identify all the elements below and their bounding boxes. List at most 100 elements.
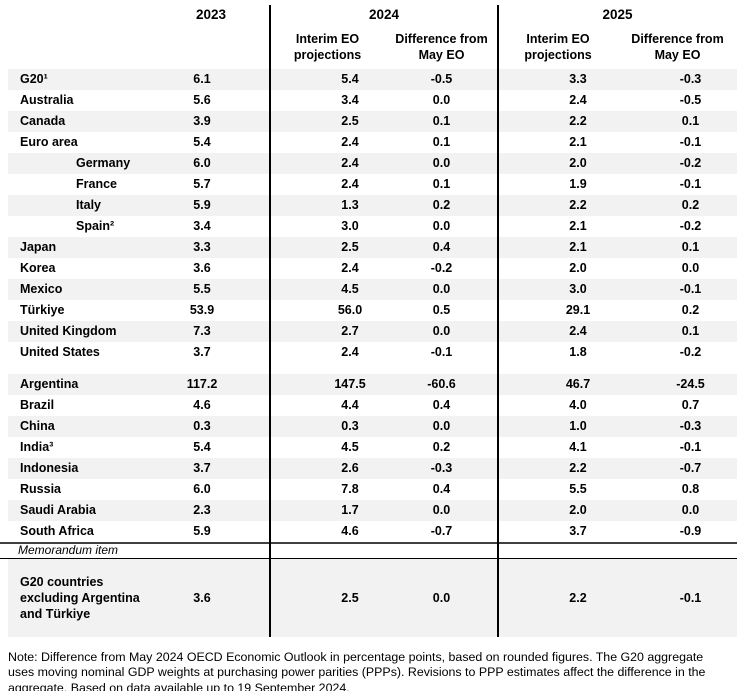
value-2023-cell: 3.6 [193, 591, 211, 605]
value-2024-projection-cell: 2.4 [341, 156, 359, 170]
value-2024-projection-cell: 0.3 [341, 419, 359, 433]
year-header-2023: 2023 [195, 7, 227, 22]
value-2025-difference-cell: 0.0 [681, 503, 700, 517]
table-row: South Africa 5.9 4.6 -0.7 3.7 -0.9 [0, 521, 737, 542]
country-name-cell: United Kingdom [20, 324, 117, 338]
value-2025-projection-cell: 2.1 [569, 135, 587, 149]
country-name-cell: India³ [20, 440, 54, 454]
value-2025-difference-cell: 0.2 [681, 198, 700, 212]
table-row: Spain² 3.4 3.0 0.0 2.1 -0.2 [0, 216, 737, 237]
value-2024-difference-cell: 0.5 [432, 303, 451, 317]
value-2025-difference-cell: 0.1 [681, 240, 700, 254]
header-spacer [0, 0, 152, 30]
table-row: Korea 3.6 2.4 -0.2 2.0 0.0 [0, 258, 737, 279]
table-row: Mexico 5.5 4.5 0.0 3.0 -0.1 [0, 279, 737, 300]
value-2025-difference-cell: -24.5 [676, 377, 705, 391]
value-2023-cell: 5.9 [193, 198, 211, 212]
subheader-2025-interim-projections: Interim EO projections [524, 32, 592, 62]
value-2024-projection-cell: 4.5 [341, 440, 359, 454]
country-name-cell: Saudi Arabia [20, 503, 96, 517]
value-2023-cell: 5.4 [193, 440, 211, 454]
value-2024-projection-cell: 3.0 [341, 219, 359, 233]
value-2024-difference-cell: 0.4 [432, 240, 451, 254]
country-name-cell: Türkiye [20, 303, 65, 317]
value-2024-projection-cell: 2.7 [341, 324, 359, 338]
table-row: Russia 6.0 7.8 0.4 5.5 0.8 [0, 479, 737, 500]
memorandum-section-label: Memorandum item [0, 542, 737, 559]
rows-emerging-economies: Argentina 117.2 147.5 -60.6 46.7 -24.5 B… [0, 374, 737, 542]
country-name-cell: G20¹ [20, 72, 48, 86]
value-2024-difference-cell: -0.1 [430, 345, 453, 359]
country-name-cell: France [76, 177, 117, 191]
table-row: Indonesia 3.7 2.6 -0.3 2.2 -0.7 [0, 458, 737, 479]
value-2025-projection-cell: 2.1 [569, 240, 587, 254]
value-2025-difference-cell: -0.2 [679, 345, 702, 359]
value-2024-difference-cell: 0.0 [432, 156, 451, 170]
value-2025-projection-cell: 2.2 [569, 198, 587, 212]
country-name-cell: Mexico [20, 282, 63, 296]
value-2024-projection-cell: 2.5 [341, 114, 359, 128]
value-2024-projection-cell: 56.0 [337, 303, 363, 317]
country-name-cell: Russia [20, 482, 61, 496]
table-row: United Kingdom 7.3 2.7 0.0 2.4 0.1 [0, 321, 737, 342]
table-row: Australia 5.6 3.4 0.0 2.4 -0.5 [0, 90, 737, 111]
value-2024-difference-cell: 0.0 [432, 591, 451, 605]
table-header-subcolumns: Interim EO projections Difference from M… [0, 28, 737, 69]
block-gap [0, 363, 737, 374]
value-2025-difference-cell: -0.2 [679, 219, 702, 233]
table-row: Euro area 5.4 2.4 0.1 2.1 -0.1 [0, 132, 737, 153]
table-row: United States 3.7 2.4 -0.1 1.8 -0.2 [0, 342, 737, 363]
value-2025-difference-cell: 0.1 [681, 114, 700, 128]
header-spacer [0, 28, 152, 69]
value-2023-cell: 3.7 [193, 345, 211, 359]
value-2023-cell: 3.4 [193, 219, 211, 233]
value-2024-difference-cell: -0.7 [430, 524, 453, 538]
value-2023-cell: 5.9 [193, 524, 211, 538]
country-name-cell: Italy [76, 198, 102, 212]
value-2024-difference-cell: -60.6 [427, 377, 456, 391]
value-2023-cell: 7.3 [193, 324, 211, 338]
country-name-cell: Euro area [20, 135, 78, 149]
value-2025-difference-cell: -0.7 [679, 461, 702, 475]
column-divider-line [269, 5, 271, 637]
footnote: Note: Difference from May 2024 OECD Econ… [8, 650, 706, 691]
value-2023-cell: 3.6 [193, 261, 211, 275]
value-2025-projection-cell: 2.0 [569, 261, 587, 275]
value-2023-cell: 5.7 [193, 177, 211, 191]
value-2024-difference-cell: -0.2 [430, 261, 453, 275]
value-2023-cell: 5.5 [193, 282, 211, 296]
value-2023-cell: 2.3 [193, 503, 211, 517]
country-name-cell: Argentina [20, 377, 79, 391]
value-2025-difference-cell: 0.7 [681, 398, 700, 412]
subheader-2025-difference-from-may: Difference from May EO [631, 32, 724, 62]
value-2025-projection-cell: 3.0 [569, 282, 587, 296]
value-2025-difference-cell: -0.1 [679, 440, 702, 454]
rows-advanced-economies: G20¹ 6.1 5.4 -0.5 3.3 -0.3 Australia 5.6… [0, 69, 737, 363]
value-2023-cell: 5.6 [193, 93, 211, 107]
value-2025-difference-cell: -0.5 [679, 93, 702, 107]
value-2024-difference-cell: 0.2 [432, 198, 451, 212]
value-2025-projection-cell: 2.4 [569, 93, 587, 107]
country-name-cell: United States [20, 345, 100, 359]
value-2025-difference-cell: 0.1 [681, 324, 700, 338]
value-2025-difference-cell: 0.8 [681, 482, 700, 496]
year-header-2024: 2024 [368, 7, 400, 22]
table-row: Argentina 117.2 147.5 -60.6 46.7 -24.5 [0, 374, 737, 395]
memorandum-row: G20 countries excluding Argentina and Tü… [0, 559, 737, 637]
table-row: India³ 5.4 4.5 0.2 4.1 -0.1 [0, 437, 737, 458]
value-2023-cell: 117.2 [186, 377, 218, 391]
subheader-2024-difference-from-may: Difference from May EO [395, 32, 488, 62]
value-2023-cell: 6.0 [193, 156, 211, 170]
value-2024-difference-cell: 0.0 [432, 324, 451, 338]
value-2025-difference-cell: -0.3 [679, 72, 702, 86]
table-row: France 5.7 2.4 0.1 1.9 -0.1 [0, 174, 737, 195]
subheader-2024-interim-projections: Interim EO projections [293, 32, 362, 62]
country-name-cell: Spain² [76, 219, 115, 233]
country-name-cell: Indonesia [20, 461, 79, 475]
country-name-cell: G20 countries excluding Argentina and Tü… [20, 575, 140, 621]
value-2024-projection-cell: 7.8 [341, 482, 359, 496]
table-header-years: 2023 2024 2025 [0, 0, 737, 28]
value-2024-projection-cell: 2.4 [341, 345, 359, 359]
table-row: Germany 6.0 2.4 0.0 2.0 -0.2 [0, 153, 737, 174]
